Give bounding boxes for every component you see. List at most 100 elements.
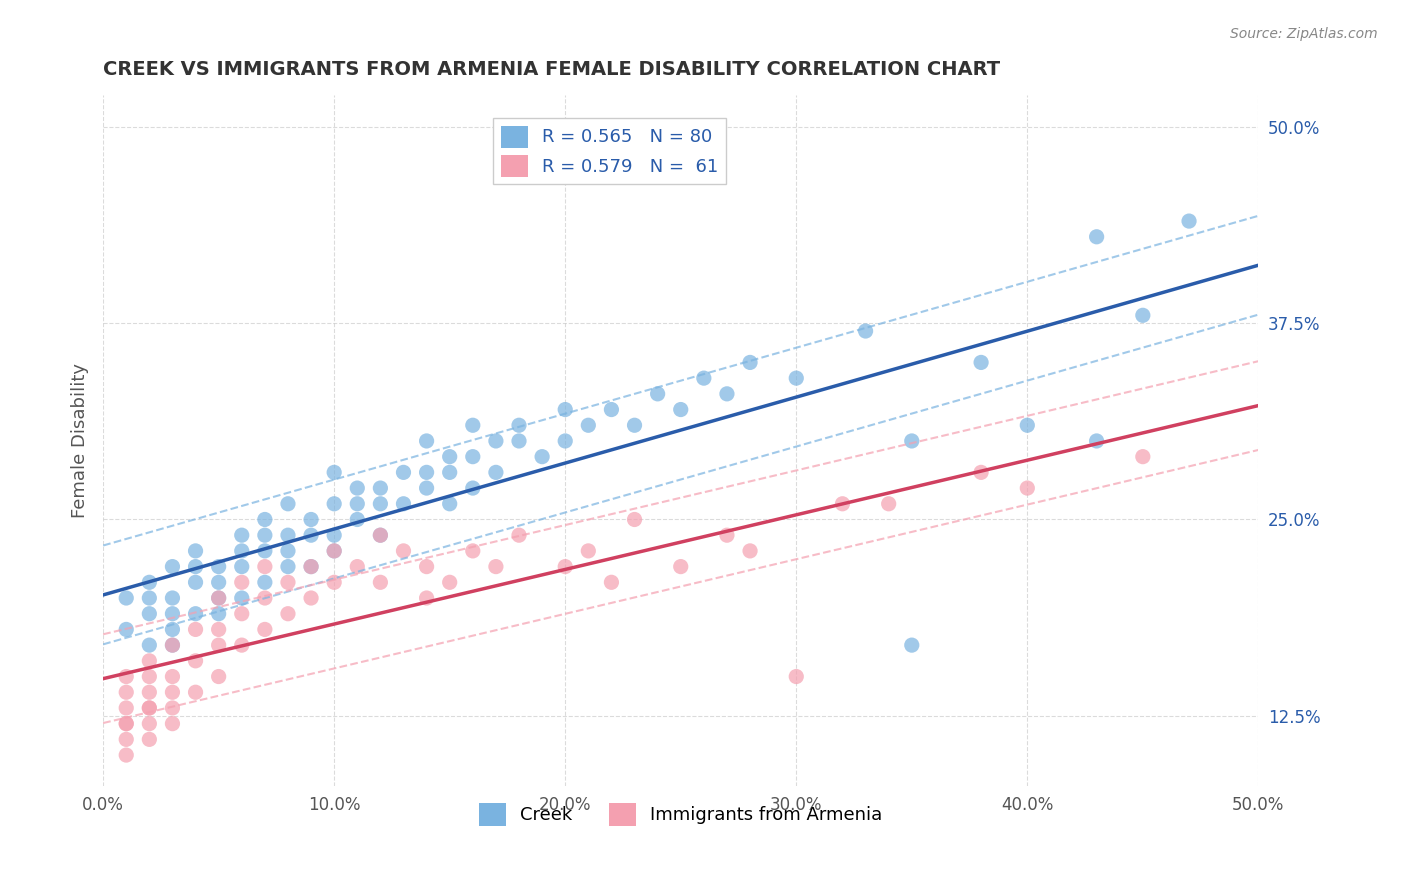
Creek: [299, 528, 322, 542]
Immigrants from Armenia: [162, 685, 184, 699]
Creek: [485, 466, 508, 480]
Immigrants from Armenia: [970, 466, 993, 480]
Creek: [162, 559, 184, 574]
Creek: [138, 591, 160, 605]
Creek: [392, 497, 415, 511]
Creek: [970, 355, 993, 369]
Creek: [554, 402, 576, 417]
Immigrants from Armenia: [392, 544, 415, 558]
Creek: [461, 481, 484, 495]
Creek: [184, 544, 207, 558]
Creek: [370, 528, 392, 542]
Creek: [716, 387, 738, 401]
Immigrants from Armenia: [299, 591, 322, 605]
Immigrants from Armenia: [485, 559, 508, 574]
Immigrants from Armenia: [208, 623, 231, 637]
Immigrants from Armenia: [877, 497, 900, 511]
Creek: [600, 402, 623, 417]
Creek: [439, 450, 461, 464]
Immigrants from Armenia: [162, 701, 184, 715]
Immigrants from Armenia: [323, 575, 346, 590]
Creek: [162, 623, 184, 637]
Immigrants from Armenia: [184, 623, 207, 637]
Creek: [439, 466, 461, 480]
Creek: [253, 575, 276, 590]
Immigrants from Armenia: [323, 544, 346, 558]
Immigrants from Armenia: [208, 638, 231, 652]
Creek: [693, 371, 716, 385]
Immigrants from Armenia: [831, 497, 853, 511]
Immigrants from Armenia: [184, 654, 207, 668]
Creek: [231, 528, 253, 542]
Creek: [277, 544, 299, 558]
Creek: [138, 575, 160, 590]
Immigrants from Armenia: [138, 685, 160, 699]
Creek: [1085, 229, 1108, 244]
Creek: [508, 434, 530, 448]
Immigrants from Armenia: [115, 747, 138, 762]
Creek: [461, 450, 484, 464]
Immigrants from Armenia: [208, 591, 231, 605]
Creek: [299, 512, 322, 526]
Creek: [370, 481, 392, 495]
Creek: [461, 418, 484, 433]
Creek: [299, 559, 322, 574]
Creek: [623, 418, 645, 433]
Immigrants from Armenia: [439, 575, 461, 590]
Immigrants from Armenia: [253, 559, 276, 574]
Creek: [346, 481, 368, 495]
Creek: [508, 418, 530, 433]
Creek: [277, 528, 299, 542]
Immigrants from Armenia: [576, 544, 599, 558]
Immigrants from Armenia: [738, 544, 761, 558]
Creek: [346, 497, 368, 511]
Creek: [162, 591, 184, 605]
Immigrants from Armenia: [115, 716, 138, 731]
Immigrants from Armenia: [600, 575, 623, 590]
Immigrants from Armenia: [1017, 481, 1039, 495]
Immigrants from Armenia: [162, 716, 184, 731]
Creek: [1132, 308, 1154, 322]
Creek: [576, 418, 599, 433]
Creek: [415, 481, 437, 495]
Immigrants from Armenia: [370, 528, 392, 542]
Creek: [115, 623, 138, 637]
Creek: [184, 559, 207, 574]
Immigrants from Armenia: [138, 701, 160, 715]
Immigrants from Armenia: [231, 638, 253, 652]
Creek: [415, 466, 437, 480]
Creek: [485, 434, 508, 448]
Y-axis label: Female Disability: Female Disability: [72, 363, 89, 518]
Creek: [253, 544, 276, 558]
Immigrants from Armenia: [554, 559, 576, 574]
Immigrants from Armenia: [138, 654, 160, 668]
Creek: [346, 512, 368, 526]
Creek: [253, 512, 276, 526]
Creek: [669, 402, 692, 417]
Immigrants from Armenia: [138, 732, 160, 747]
Immigrants from Armenia: [415, 591, 437, 605]
Creek: [531, 450, 554, 464]
Immigrants from Armenia: [208, 669, 231, 683]
Creek: [439, 497, 461, 511]
Creek: [231, 544, 253, 558]
Immigrants from Armenia: [508, 528, 530, 542]
Creek: [231, 559, 253, 574]
Immigrants from Armenia: [162, 638, 184, 652]
Creek: [208, 607, 231, 621]
Creek: [855, 324, 877, 338]
Immigrants from Armenia: [253, 623, 276, 637]
Creek: [138, 607, 160, 621]
Immigrants from Armenia: [231, 575, 253, 590]
Immigrants from Armenia: [138, 716, 160, 731]
Creek: [1178, 214, 1201, 228]
Immigrants from Armenia: [277, 607, 299, 621]
Immigrants from Armenia: [138, 701, 160, 715]
Creek: [323, 528, 346, 542]
Creek: [231, 591, 253, 605]
Immigrants from Armenia: [1132, 450, 1154, 464]
Creek: [323, 466, 346, 480]
Legend: Creek, Immigrants from Armenia: Creek, Immigrants from Armenia: [471, 797, 890, 833]
Creek: [554, 434, 576, 448]
Immigrants from Armenia: [370, 575, 392, 590]
